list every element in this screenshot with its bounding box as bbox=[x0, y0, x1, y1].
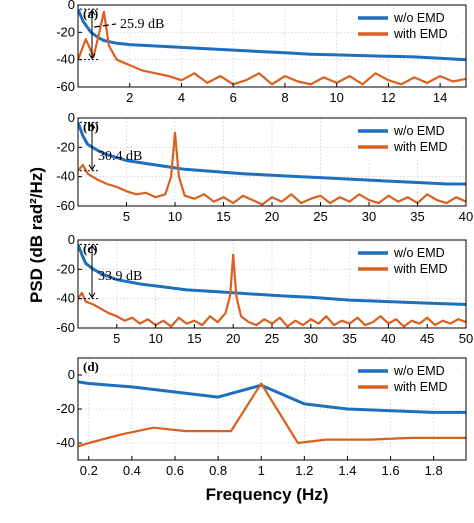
x-tick-label: 1.4 bbox=[338, 463, 356, 478]
x-tick-label: 30 bbox=[362, 209, 376, 224]
db-annotation: 33.9 dB bbox=[80, 243, 142, 300]
y-tick-label: 0 bbox=[68, 232, 75, 247]
legend: w/o EMD with EMD bbox=[353, 360, 463, 398]
x-tick-label: 20 bbox=[226, 331, 240, 346]
annot-arrow-up bbox=[88, 244, 96, 251]
x-tick-label: 1.8 bbox=[425, 463, 443, 478]
x-tick-label: 50 bbox=[459, 331, 473, 346]
x-tick-label: 10 bbox=[329, 90, 343, 105]
y-tick-label: -20 bbox=[56, 261, 75, 276]
y-tick-label: -20 bbox=[56, 139, 75, 154]
x-tick-label: 20 bbox=[265, 209, 279, 224]
x-axis-title: Frequency (Hz) bbox=[206, 485, 329, 504]
x-tick-label: 4 bbox=[178, 90, 185, 105]
legend: w/o EMD with EMD bbox=[353, 120, 463, 158]
annot-arrow-down bbox=[88, 53, 96, 60]
x-tick-label: 40 bbox=[381, 331, 395, 346]
x-tick-label: 10 bbox=[148, 331, 162, 346]
x-tick-label: 0.8 bbox=[209, 463, 227, 478]
x-tick-label: 25 bbox=[265, 331, 279, 346]
annot-text: 30.4 dB bbox=[98, 149, 142, 164]
x-tick-label: 14 bbox=[433, 90, 447, 105]
legend-entry: with EMD bbox=[393, 262, 447, 276]
y-tick-label: -20 bbox=[56, 401, 75, 416]
x-tick-label: 8 bbox=[281, 90, 288, 105]
series-line-with-emd bbox=[78, 10, 466, 86]
legend-entry: w/o EMD bbox=[393, 11, 445, 25]
legend-box bbox=[353, 360, 463, 398]
legend-entry: w/o EMD bbox=[393, 364, 445, 378]
panel-2: 5 10 15 20 25 30 35 40 0 -20 -40 -60 (b) w/o EMD with … bbox=[56, 110, 473, 224]
x-tick-label: 6 bbox=[230, 90, 237, 105]
y-tick-label: -40 bbox=[56, 435, 75, 450]
legend: w/o EMD with EMD bbox=[353, 242, 463, 280]
legend-box bbox=[353, 120, 463, 158]
y-tick-label: -60 bbox=[56, 79, 75, 94]
series-line-with-emd bbox=[78, 131, 466, 206]
x-tick-label: 5 bbox=[113, 331, 120, 346]
y-tick-label: -20 bbox=[56, 24, 75, 39]
x-tick-label: 15 bbox=[187, 331, 201, 346]
annot-leader bbox=[93, 23, 117, 28]
legend-entry: with EMD bbox=[393, 380, 447, 394]
x-tick-label: 1.2 bbox=[295, 463, 313, 478]
x-tick-label: 1 bbox=[258, 463, 265, 478]
db-annotation: 25.9 dB bbox=[80, 8, 164, 61]
x-tick-label: 15 bbox=[216, 209, 230, 224]
annot-arrow-down bbox=[88, 292, 96, 299]
panel-1: 2 4 6 8 10 12 14 0 -20 -40 -60 (a) w/o EMD with EMD 25… bbox=[56, 0, 467, 105]
annot-arrow-down bbox=[88, 164, 96, 171]
x-tick-label: 0.4 bbox=[123, 463, 141, 478]
db-annotation: 30.4 dB bbox=[80, 121, 142, 172]
x-tick-label: 2 bbox=[126, 90, 133, 105]
x-tick-label: 45 bbox=[420, 331, 434, 346]
y-tick-label: 0 bbox=[68, 0, 75, 12]
y-tick-label: -60 bbox=[56, 320, 75, 335]
x-tick-label: 10 bbox=[168, 209, 182, 224]
y-tick-label: -40 bbox=[56, 52, 75, 67]
y-tick-label: -40 bbox=[56, 291, 75, 306]
legend-box bbox=[353, 7, 463, 45]
series-line-with-emd bbox=[78, 253, 466, 328]
x-tick-label: 35 bbox=[342, 331, 356, 346]
y-tick-label: 0 bbox=[68, 367, 75, 382]
annot-arrow-up bbox=[88, 122, 96, 129]
series-line-without-emd bbox=[78, 8, 466, 62]
x-tick-label: 0.6 bbox=[166, 463, 184, 478]
x-tick-label: 30 bbox=[304, 331, 318, 346]
x-tick-label: 5 bbox=[123, 209, 130, 224]
annot-text: 25.9 dB bbox=[120, 17, 164, 32]
y-tick-label: 0 bbox=[68, 110, 75, 125]
y-axis-title: PSD (dB rad²/Hz) bbox=[27, 167, 46, 303]
legend-entry: w/o EMD bbox=[393, 246, 445, 260]
axes-frame bbox=[77, 4, 467, 88]
panel-3: 5 10 15 20 25 30 35 40 45 500-20-40-60(c) w/o EMDw… bbox=[56, 232, 473, 346]
annot-text: 33.9 dB bbox=[98, 269, 142, 284]
x-tick-label: 12 bbox=[381, 90, 395, 105]
panel-label: (b) bbox=[83, 119, 99, 134]
legend-box bbox=[353, 242, 463, 280]
y-tick-label: -60 bbox=[56, 198, 75, 213]
annot-arrow-up bbox=[88, 9, 96, 16]
legend: w/o EMD with EMD bbox=[353, 7, 463, 45]
legend-entry: w/o EMD bbox=[393, 124, 445, 138]
x-tick-label: 25 bbox=[313, 209, 327, 224]
x-tick-label: 40 bbox=[459, 209, 473, 224]
panel-label: (a) bbox=[83, 6, 98, 21]
x-tick-label: 35 bbox=[410, 209, 424, 224]
y-tick-label: -40 bbox=[56, 169, 75, 184]
x-tick-label: 1.6 bbox=[382, 463, 400, 478]
series-line-with-emd bbox=[78, 382, 466, 448]
series-line-without-emd bbox=[78, 121, 466, 186]
legend-entry: with EMD bbox=[393, 140, 447, 154]
legend-entry: with EMD bbox=[393, 27, 447, 41]
panel-label: (d) bbox=[83, 359, 99, 374]
x-tick-label: 0.2 bbox=[80, 463, 98, 478]
panel-4: 0.2 0.4 0.6 0.8 1 1.2 1.4 1.6 1.8 0 -20 -40 (d) w/o E… bbox=[56, 357, 467, 478]
